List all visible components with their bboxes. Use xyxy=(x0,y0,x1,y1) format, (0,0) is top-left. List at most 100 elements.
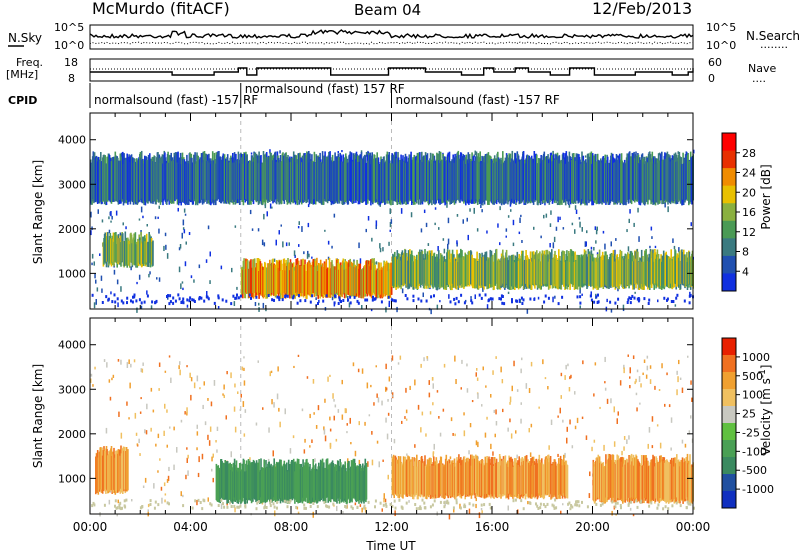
scatter-cell xyxy=(568,204,571,208)
scatter-cell xyxy=(258,307,260,312)
colorbar-tick-label: 1000 xyxy=(742,351,770,364)
scatter-cell xyxy=(595,229,598,235)
freq-frame xyxy=(89,58,694,82)
scatter-cell xyxy=(520,368,522,374)
ground-scatter-cell xyxy=(468,502,471,506)
scatter-cell xyxy=(442,238,445,241)
scatter-cell xyxy=(186,407,188,414)
scatter-cell xyxy=(542,359,544,365)
scatter-cell xyxy=(146,290,148,295)
scatter-cell xyxy=(623,436,626,440)
ground-scatter-cell xyxy=(333,301,336,305)
scatter-cell xyxy=(584,241,587,247)
noise-left-tick-bottom: 10^0 xyxy=(54,39,84,52)
scatter-cell xyxy=(474,150,476,156)
scatter-cell xyxy=(130,363,132,368)
ground-scatter-cell xyxy=(372,295,374,299)
ground-scatter-cell xyxy=(636,505,639,509)
scatter-cell xyxy=(394,510,396,517)
scatter-cell xyxy=(562,503,564,506)
scatter-cell xyxy=(439,432,442,437)
scatter-cell xyxy=(346,423,348,426)
scatter-cell xyxy=(268,427,270,433)
ground-scatter-cell xyxy=(536,504,539,508)
scatter-cell xyxy=(420,228,423,233)
ground-scatter-cell xyxy=(278,296,280,300)
scatter-cell xyxy=(606,398,609,404)
ground-scatter-cell xyxy=(235,296,238,300)
ground-scatter-cell xyxy=(342,299,345,302)
scatter-cell xyxy=(289,448,292,454)
scatter-cell xyxy=(180,283,182,290)
scatter-cell xyxy=(585,241,587,247)
scatter-cell xyxy=(595,240,597,244)
scatter-cell xyxy=(360,150,363,154)
ground-scatter-cell xyxy=(412,299,415,303)
ground-scatter-cell xyxy=(92,501,95,505)
scatter-cell xyxy=(138,274,141,280)
scatter-cell xyxy=(361,368,364,374)
ground-scatter-cell xyxy=(322,299,325,303)
scatter-cell xyxy=(616,418,618,424)
scatter-cell xyxy=(95,299,97,305)
scatter-cell xyxy=(449,456,452,460)
ground-scatter-cell xyxy=(447,501,450,505)
scatter-cell xyxy=(166,479,169,483)
scatter-cell xyxy=(303,449,306,454)
scatter-cell xyxy=(157,433,160,439)
scatter-cell xyxy=(273,402,275,408)
ground-scatter-cell xyxy=(455,501,458,505)
scatter-cell xyxy=(502,408,504,413)
ground-scatter-cell xyxy=(357,301,360,305)
scatter-cell xyxy=(262,302,265,309)
scatter-cell xyxy=(350,442,352,445)
scatter-cell xyxy=(333,213,336,218)
ground-scatter-cell xyxy=(299,299,302,303)
scatter-cell xyxy=(622,304,625,310)
ground-scatter-cell xyxy=(679,504,682,508)
ground-scatter-cell xyxy=(305,506,307,510)
scatter-cell xyxy=(436,304,439,310)
scatter-cell xyxy=(470,296,472,299)
scatter-cell xyxy=(634,381,636,385)
scatter-cell xyxy=(92,384,94,387)
ground-scatter-cell xyxy=(501,295,504,298)
ground-scatter-cell xyxy=(512,499,515,503)
scatter-cell xyxy=(329,442,332,448)
ground-scatter-cell xyxy=(374,499,377,503)
scatter-cell xyxy=(211,456,213,462)
scatter-cell xyxy=(582,360,584,365)
scatter-cell xyxy=(399,355,402,360)
panel-border xyxy=(89,317,694,515)
ground-scatter-cell xyxy=(543,300,546,304)
scatter-cell xyxy=(538,406,540,409)
scatter-cell xyxy=(266,211,268,217)
ground-scatter-cell xyxy=(595,502,598,506)
scatter-cell xyxy=(197,472,200,478)
scatter-cell xyxy=(525,383,528,389)
scatter-cell xyxy=(650,226,653,231)
scatter-cell xyxy=(312,511,314,518)
scatter-cell xyxy=(105,427,108,434)
ground-scatter-cell xyxy=(689,293,692,297)
scatter-cell xyxy=(602,230,605,234)
scatter-cell xyxy=(251,228,254,231)
scatter-cell xyxy=(126,362,129,368)
ground-scatter-cell xyxy=(419,507,422,511)
x-tick-label: 00:00 xyxy=(676,520,711,534)
scatter-cell xyxy=(513,360,515,367)
scatter-cell xyxy=(152,409,155,413)
ground-scatter-cell xyxy=(203,499,206,503)
ground-scatter-cell xyxy=(210,503,213,507)
ground-scatter-cell xyxy=(169,294,172,298)
ground-scatter-cell xyxy=(385,504,388,508)
scatter-cell xyxy=(456,242,458,247)
scatter-cell xyxy=(475,503,477,509)
ground-scatter-cell xyxy=(303,506,306,510)
scatter-cell xyxy=(566,426,568,432)
scatter-cell xyxy=(176,447,178,453)
scatter-cell xyxy=(292,435,295,439)
y-tick-label: 1000 xyxy=(58,472,86,485)
ground-scatter-cell xyxy=(433,499,436,503)
